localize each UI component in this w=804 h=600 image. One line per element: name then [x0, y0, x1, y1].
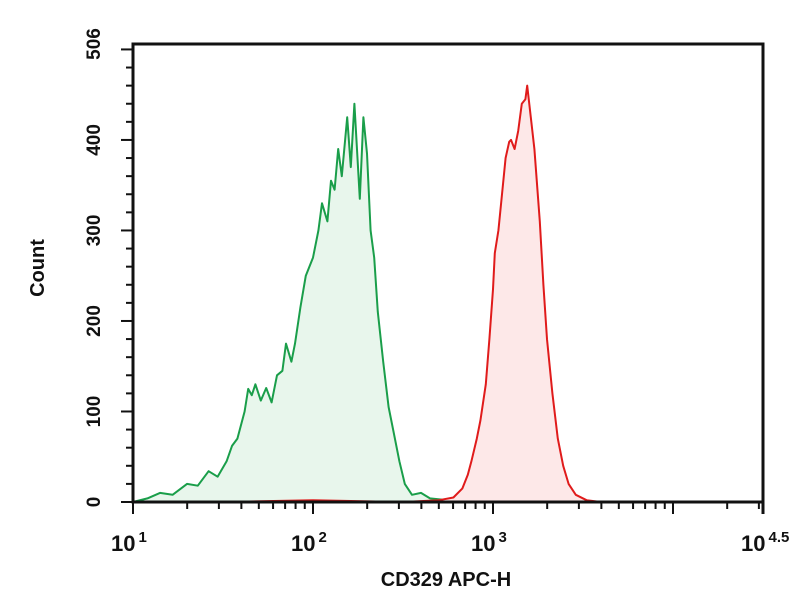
y-tick-label: 100 [84, 396, 105, 428]
series-fill-0 [133, 103, 466, 502]
x-tick-label: 10 1 [111, 529, 147, 556]
y-axis-label: Count [27, 239, 49, 297]
y-tick-label: 200 [84, 305, 105, 337]
y-tick-label: 0 [84, 497, 105, 508]
series-line-1 [222, 84, 602, 503]
y-tick-label: 506 [84, 28, 105, 60]
x-tick-label: 10 2 [291, 529, 327, 556]
x-axis-label: CD329 APC-H [381, 569, 511, 591]
y-tick-label: 300 [84, 215, 105, 247]
y-axis: 0 100 200 300 400 506 [84, 28, 133, 507]
x-axis: 10 1 10 2 10 3 10 4.5 [111, 502, 789, 556]
plot-frame [131, 42, 765, 504]
series-line-0 [132, 102, 467, 503]
histogram-series [132, 84, 602, 503]
x-tick-label: 10 3 [471, 529, 507, 556]
series-fill-1 [223, 85, 601, 502]
y-tick-label: 400 [84, 124, 105, 156]
x-tick-label: 10 4.5 [741, 529, 789, 556]
